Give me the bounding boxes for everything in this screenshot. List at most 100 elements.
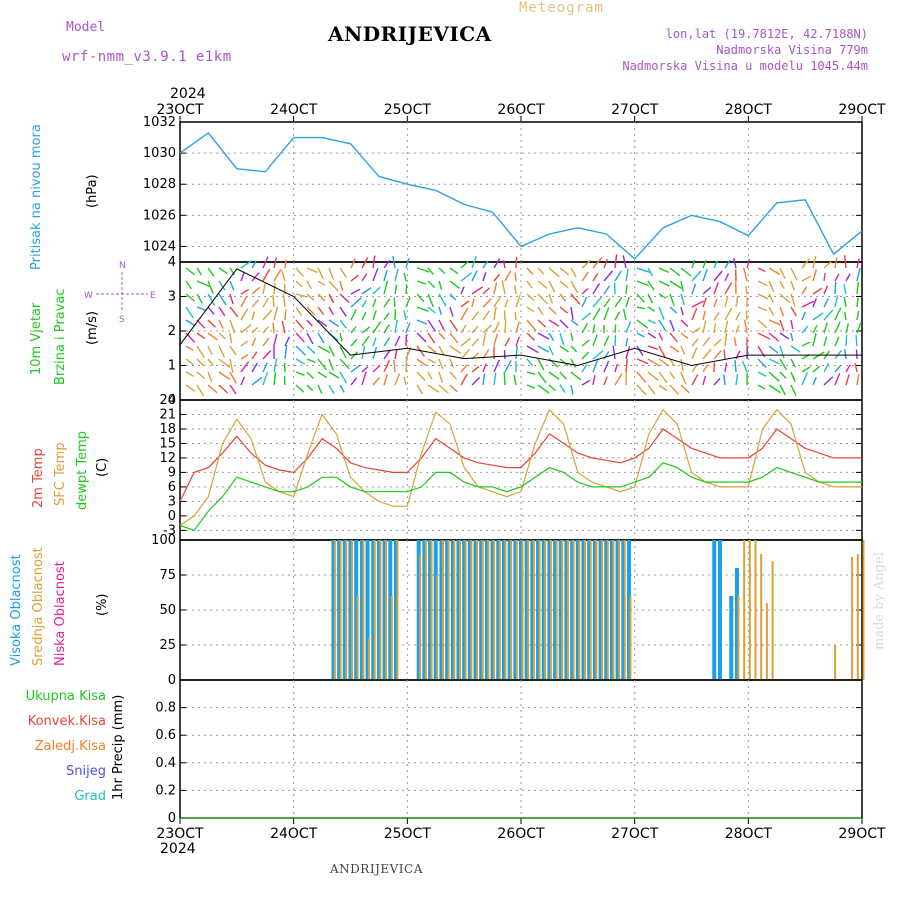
wind-arrow [691,300,705,308]
wind-arrow [339,358,350,370]
wind-arrow [449,267,459,275]
cloud-labels: Visoka Oblacnost Srednja Oblacnost Niska… [9,547,110,666]
wind-arrow [570,371,582,381]
wind-arrow [636,267,650,274]
mid-cloud-bar [618,540,621,680]
wind-arrow [669,306,678,314]
wind-arrow [625,268,629,282]
wind-arrow [614,311,621,321]
wind-arrow [185,384,196,392]
wind-arrow [218,384,229,394]
wind-arrow [262,326,270,334]
wind-arrow [328,293,335,304]
wind-arrow [207,293,216,306]
wind-arrow [559,371,567,380]
wind-arrow [503,350,506,360]
high-cloud-bar [331,540,336,680]
wind-arrow [207,345,213,355]
meteogram-label: Meteogram [519,0,604,16]
wind-arrow [251,299,260,308]
wind-arrow [526,319,537,331]
wind-arrow [647,267,654,277]
wind-arrow [394,349,398,360]
wind-arrow [185,345,194,351]
wind-arrow [713,350,722,360]
wind-arrow [702,336,711,347]
wind-arrow [614,373,623,386]
wind-arrow [603,307,610,321]
high-cloud-bar [558,540,563,680]
wind-arrow [262,282,267,295]
wind-arrow [460,337,471,347]
wind-arrow [669,345,680,353]
wind-arrow [394,335,401,347]
mid-cloud-bar [419,554,422,680]
wind-arrow [823,261,832,269]
wind-arrow [757,384,766,390]
wind-arrow [306,306,316,316]
wind-unit: (m/s) [85,311,100,345]
wind-arrow [273,283,276,295]
wind-arrow [790,384,797,396]
wind-arrow [680,319,689,328]
wind-arrow [482,260,489,269]
wind-arrow [658,267,669,273]
wind-arrow [636,332,645,338]
high-cloud-bar [365,540,370,680]
high-cloud-bar [507,540,512,680]
wind-arrow [493,273,501,282]
wind-arrow [854,363,858,373]
wind-arrow [812,333,817,347]
wind-arrow [537,384,550,394]
wind-arrow [438,267,446,275]
wind-arrow [768,332,780,342]
y-tick-label: 24 [159,393,176,408]
wind-arrow [647,319,656,324]
wind-arrow [548,267,560,278]
wind-arrow [504,319,507,334]
wind-arrow [207,332,219,341]
wind-arrow [612,345,616,360]
mid-cloud-bar [834,645,837,680]
wind-arrow [559,293,567,302]
mid-cloud-bar [368,638,371,680]
wind-arrow [427,319,437,332]
wind-arrow [240,361,250,373]
wind-arrow [427,332,436,344]
wind-arrow [438,293,447,307]
wind-arrow [295,280,303,288]
wind-arrow [548,306,557,315]
wind-arrow [581,339,590,347]
wind-arrow [350,351,359,360]
high-cloud-bar [575,540,580,680]
wind-arrow [416,319,427,325]
wind-arrow [515,256,518,269]
wind-arrow [735,350,741,360]
wind-arrow [317,371,328,379]
wind-arrow [272,322,275,334]
wind-arrow [603,298,611,308]
wind-arrow [416,371,426,381]
wind-arrow [317,332,325,344]
wind-arrow [669,293,675,307]
wind-arrow [306,319,313,327]
wind-arrow [350,258,356,269]
high-cloud-bar [547,540,552,680]
wind-arrow [196,345,205,359]
wind-arrow [383,337,391,347]
wind-arrow [350,377,358,386]
mid-cloud-bar [851,556,854,680]
wind-arrow [229,384,237,395]
wind-arrow [702,286,712,295]
wind-arrow [383,298,391,308]
cloud-label-high: Visoka Oblacnost [9,554,24,666]
y-tick-label: 12 [159,451,176,466]
wind-arrow [317,384,323,394]
wind-arrow [328,384,335,395]
wind-arrow [427,293,434,308]
wind-arrow [438,371,444,384]
wind-arrow [240,295,248,308]
wind-arrow [207,280,214,294]
wind-speed-line [179,268,862,367]
wind-arrow [273,333,278,347]
